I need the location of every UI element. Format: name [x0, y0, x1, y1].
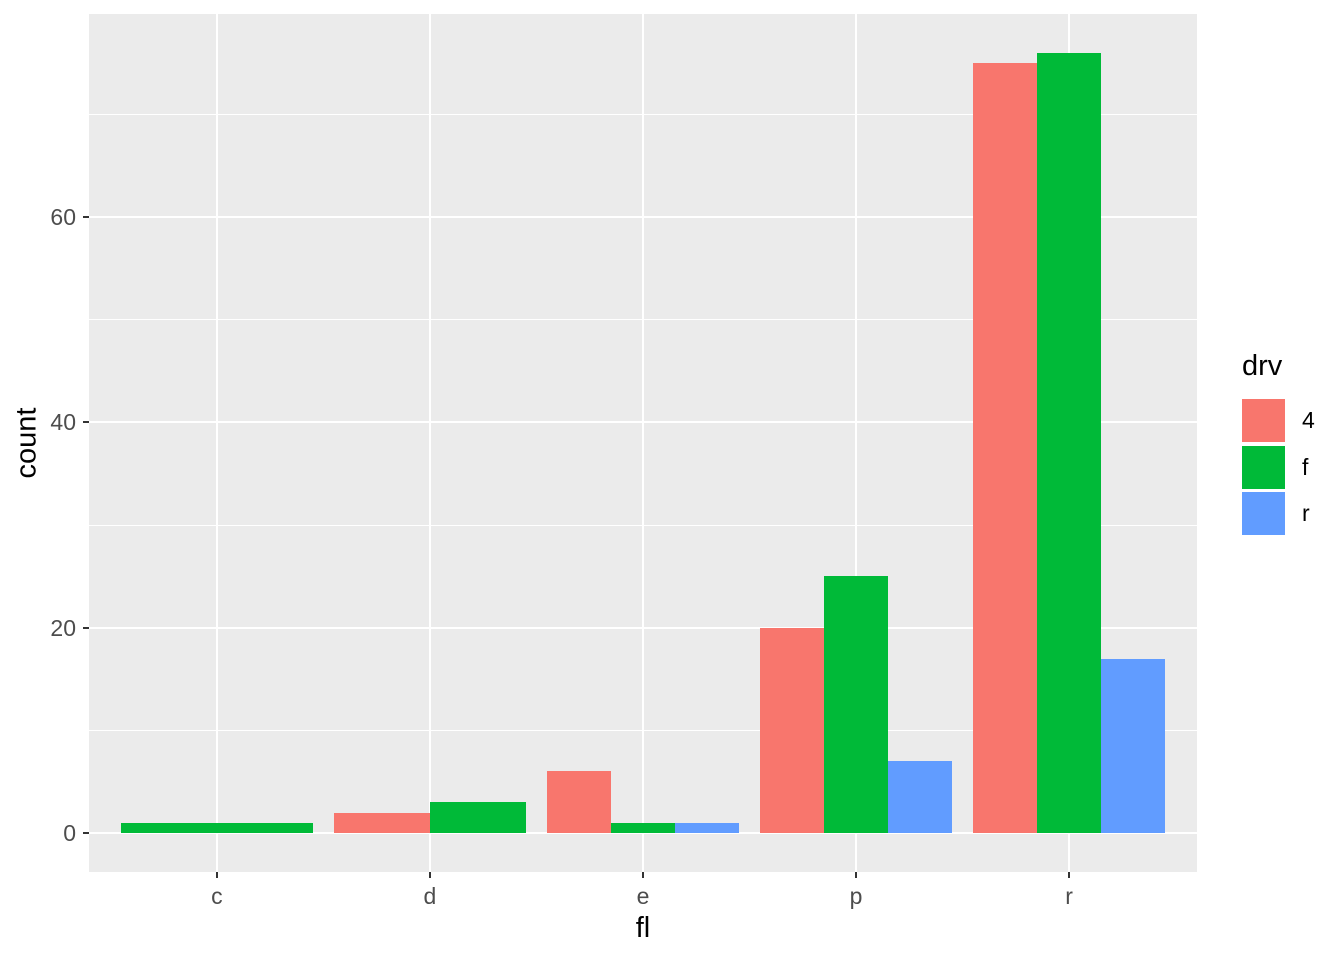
legend-label: f [1302, 453, 1309, 480]
x-axis-tick [855, 872, 858, 878]
x-tick-label: e [636, 883, 650, 909]
legend-item-r: r [1242, 492, 1315, 535]
x-axis-title: fl [635, 912, 651, 944]
y-axis-tick [83, 216, 89, 219]
bar-r-f [1037, 53, 1102, 833]
bar-r-4 [973, 63, 1038, 833]
bar-c-f [121, 822, 313, 833]
gridline-major-x [428, 14, 431, 872]
gridline-major-x [215, 14, 218, 872]
bar-r-r [1101, 658, 1165, 833]
x-axis-tick [215, 872, 218, 878]
y-tick-label: 0 [63, 820, 76, 846]
bar-d-4 [334, 812, 430, 833]
x-tick-label: p [849, 883, 863, 909]
x-tick-label: r [1065, 883, 1073, 909]
x-tick-label: d [423, 883, 437, 909]
legend-swatch-f [1242, 445, 1285, 489]
legend-label: r [1302, 500, 1310, 526]
y-tick-label: 20 [50, 614, 76, 641]
bar-e-f [611, 822, 675, 833]
legend-item-4: 4 [1242, 399, 1315, 442]
bar-p-4 [760, 627, 825, 833]
x-tick-label: c [211, 883, 223, 909]
legend-swatch-r [1242, 492, 1285, 535]
legend-swatch-4 [1242, 399, 1285, 442]
y-axis-tick [83, 626, 89, 629]
x-axis-tick [428, 872, 431, 878]
bar-e-r [675, 822, 739, 833]
x-axis-tick [1068, 872, 1071, 878]
plot-panel [89, 14, 1197, 872]
y-tick-label: 60 [50, 204, 76, 231]
y-tick-label: 40 [50, 409, 76, 436]
y-axis-tick [83, 421, 89, 424]
bar-e-4 [547, 771, 611, 833]
legend-label: 4 [1302, 407, 1315, 433]
bar-d-f [429, 802, 526, 833]
y-axis-tick [83, 832, 89, 834]
y-axis-title: count [10, 407, 43, 479]
gridline-major-x [642, 14, 644, 872]
bar-p-f [824, 576, 888, 833]
bar-p-r [888, 761, 952, 833]
legend-title: drv [1242, 350, 1283, 382]
legend-item-f: f [1242, 445, 1315, 489]
gridline-major-x [855, 14, 858, 872]
x-axis-tick [642, 872, 644, 878]
